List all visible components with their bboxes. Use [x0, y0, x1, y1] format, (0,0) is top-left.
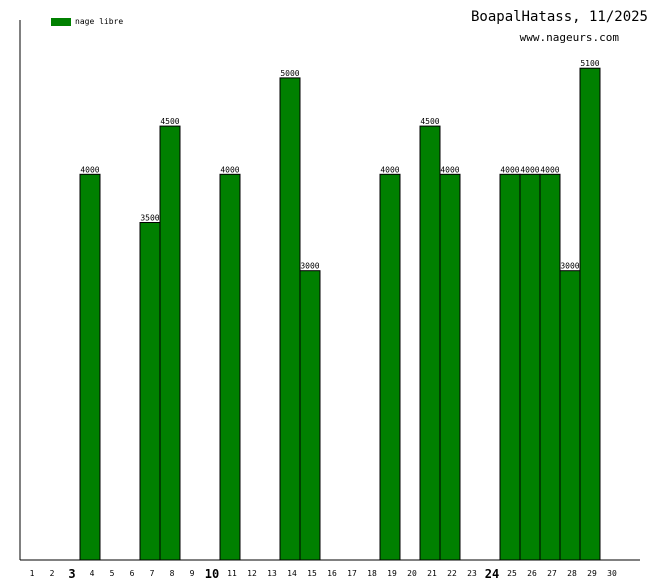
bar-day-28: [579, 67, 601, 561]
value-label-day-6: 3500: [140, 214, 159, 223]
value-label-day-14: 3000: [300, 262, 319, 271]
x-tick-label-29: 29: [587, 569, 597, 578]
value-label-day-27: 3000: [560, 262, 579, 271]
x-tick-label-27: 27: [547, 569, 557, 578]
x-tick-labels-group: 1 2 3 4 5 6 7 8 9 10 11 12 13 14 15 16 17 18 19 20 21 22 23 24 2…: [30, 567, 617, 580]
x-tick-label-3: 3: [68, 567, 75, 580]
legend: nage libre: [51, 17, 123, 26]
bar-day-3: [79, 173, 101, 561]
x-tick-label-8: 8: [170, 569, 175, 578]
axes-group: [19, 20, 640, 561]
x-tick-label-22: 22: [447, 569, 457, 578]
value-label-day-25: 4000: [520, 165, 539, 174]
value-label-day-28: 5100: [580, 59, 599, 68]
x-tick-label-2: 2: [50, 569, 55, 578]
value-label-day-26: 4000: [540, 165, 559, 174]
x-tick-label-21: 21: [427, 569, 437, 578]
x-tick-label-20: 20: [407, 569, 417, 578]
value-label-day-3: 4000: [80, 165, 99, 174]
bar-day-21: [439, 173, 461, 561]
bar-day-10: [219, 173, 241, 561]
bar-day-7: [159, 125, 181, 561]
x-tick-label-26: 26: [527, 569, 537, 578]
bar-day-6: [139, 222, 161, 561]
bars-group: [79, 67, 601, 561]
x-tick-label-7: 7: [150, 569, 155, 578]
bar-day-26: [539, 173, 561, 561]
value-label-day-24: 4000: [500, 165, 519, 174]
value-label-day-20: 4500: [420, 117, 439, 126]
x-tick-label-13: 13: [267, 569, 277, 578]
x-tick-label-28: 28: [567, 569, 577, 578]
bar-day-24: [499, 173, 521, 561]
x-tick-label-9: 9: [190, 569, 195, 578]
x-tick-label-5: 5: [110, 569, 115, 578]
x-tick-label-11: 11: [227, 569, 237, 578]
chart-title: BoapalHatass, 11/2025: [470, 9, 648, 25]
x-tick-label-30: 30: [607, 569, 617, 578]
bar-day-25: [519, 173, 541, 561]
site-url: www.nageurs.com: [519, 31, 619, 44]
x-tick-label-10: 10: [205, 567, 219, 580]
x-tick-label-6: 6: [130, 569, 135, 578]
x-tick-label-4: 4: [90, 569, 95, 578]
x-tick-label-24: 24: [485, 567, 499, 580]
x-tick-label-17: 17: [347, 569, 357, 578]
value-label-day-18: 4000: [380, 165, 399, 174]
value-label-day-10: 4000: [220, 165, 239, 174]
bar-day-20: [419, 125, 441, 561]
bar-day-13: [279, 77, 301, 561]
x-tick-label-18: 18: [367, 569, 377, 578]
x-tick-label-12: 12: [247, 569, 257, 578]
bar-day-14: [299, 270, 321, 561]
value-label-day-7: 4500: [160, 117, 179, 126]
legend-swatch: [51, 17, 71, 26]
x-tick-label-19: 19: [387, 569, 397, 578]
x-tick-label-23: 23: [467, 569, 477, 578]
x-tick-label-25: 25: [507, 569, 517, 578]
x-tick-label-15: 15: [307, 569, 317, 578]
x-tick-label-16: 16: [327, 569, 337, 578]
value-label-day-13: 5000: [280, 69, 299, 78]
bar-day-18: [379, 173, 401, 561]
x-tick-label-1: 1: [30, 569, 35, 578]
bar-day-27: [559, 270, 581, 561]
x-tick-label-14: 14: [287, 569, 297, 578]
legend-label: nage libre: [75, 17, 124, 26]
value-label-day-21: 4000: [440, 165, 459, 174]
